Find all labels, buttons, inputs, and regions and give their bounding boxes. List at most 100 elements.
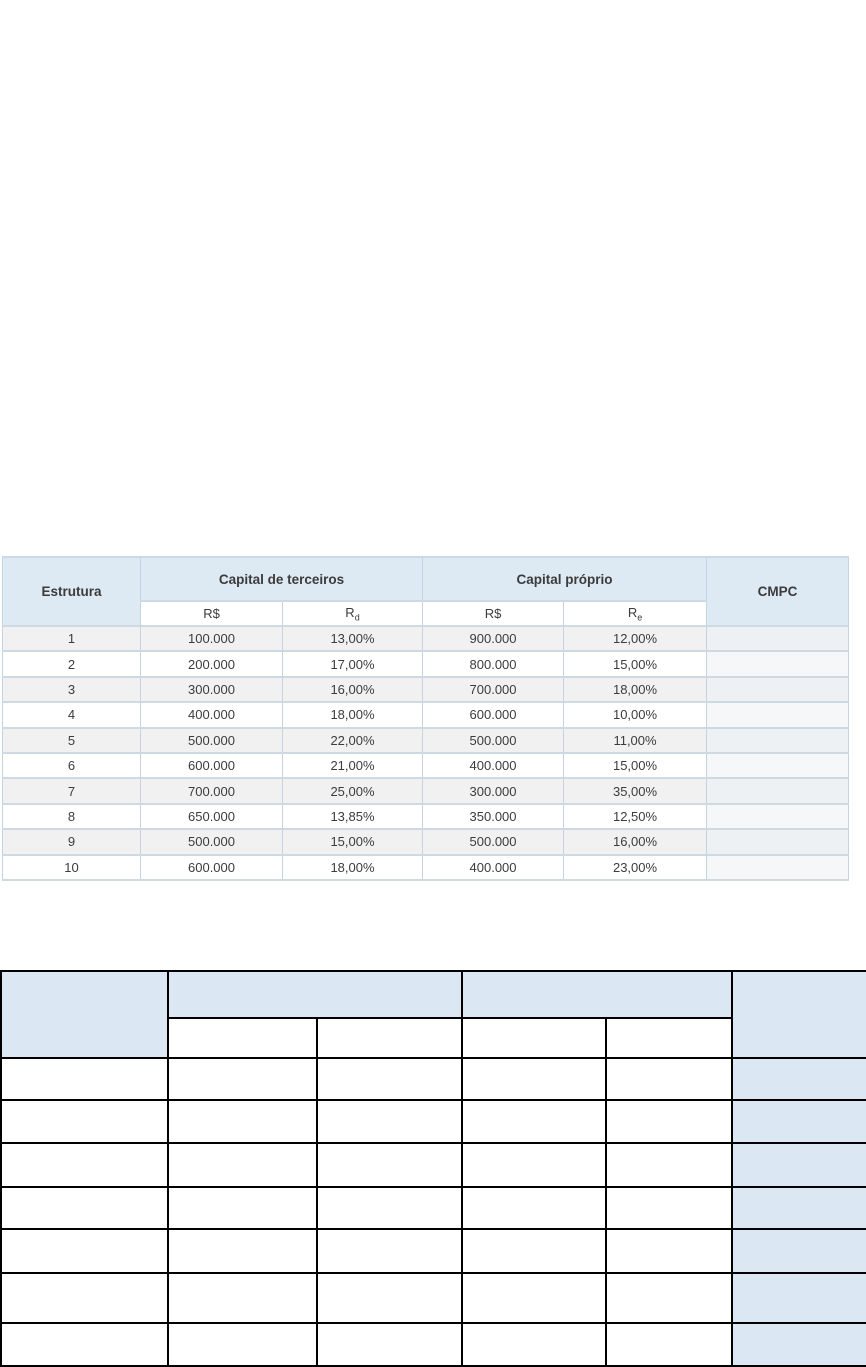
rd-subscript: d	[354, 612, 360, 623]
cmpc-cell[interactable]	[706, 751, 850, 780]
estrutura-cell: 9	[2, 828, 141, 856]
rd-cell: 25,00%	[281, 777, 424, 805]
cp-rs-cell: 500.000	[422, 828, 565, 856]
empty-cell[interactable]	[167, 1057, 318, 1101]
cmpc-cell[interactable]	[706, 853, 850, 881]
empty-cell[interactable]	[0, 1322, 169, 1367]
cp-rs-cell: 700.000	[422, 675, 565, 704]
empty-header-capital-terceiros[interactable]	[167, 970, 463, 1019]
empty-cell[interactable]	[167, 1142, 318, 1188]
empty-subheader-cell[interactable]	[605, 1017, 733, 1059]
estrutura-cell: 1	[2, 624, 141, 653]
empty-cell[interactable]	[316, 1057, 463, 1101]
empty-cell[interactable]	[316, 1099, 463, 1144]
ct-rs-cell: 500.000	[140, 828, 283, 856]
re-cell: 12,50%	[563, 802, 708, 831]
ct-rs-cell: 600.000	[140, 853, 283, 881]
subheader-re: Re	[563, 600, 708, 627]
empty-header-estrutura[interactable]	[0, 970, 169, 1059]
subheader-rd: Rd	[281, 600, 424, 627]
empty-cell[interactable]	[605, 1186, 733, 1230]
empty-cell[interactable]	[316, 1272, 463, 1324]
empty-cell[interactable]	[605, 1228, 733, 1274]
empty-cell[interactable]	[316, 1142, 463, 1188]
cmpc-cell[interactable]	[706, 701, 850, 729]
table-row	[0, 1057, 866, 1101]
empty-cell[interactable]	[0, 1186, 169, 1230]
empty-cell[interactable]	[167, 1322, 318, 1367]
empty-subheader-cell[interactable]	[167, 1017, 318, 1059]
estrutura-cell: 2	[2, 650, 141, 678]
empty-cell[interactable]	[167, 1186, 318, 1230]
ct-rs-cell: 600.000	[140, 751, 283, 780]
cmpc-cell[interactable]	[706, 624, 850, 653]
empty-cell[interactable]	[461, 1057, 607, 1101]
empty-cell[interactable]	[461, 1322, 607, 1367]
rd-cell: 16,00%	[281, 675, 424, 704]
ct-rs-cell: 500.000	[140, 726, 283, 754]
empty-cmpc-cell[interactable]	[731, 1099, 866, 1144]
empty-answer-table	[0, 970, 866, 1367]
empty-cmpc-cell[interactable]	[731, 1322, 866, 1367]
empty-subheader-cell[interactable]	[461, 1017, 607, 1059]
re-cell: 18,00%	[563, 675, 708, 704]
cmpc-cell[interactable]	[706, 650, 850, 678]
re-cell: 12,00%	[563, 624, 708, 653]
empty-cell[interactable]	[605, 1272, 733, 1324]
ct-rs-cell: 650.000	[140, 802, 283, 831]
estrutura-cell: 3	[2, 675, 141, 704]
empty-cell[interactable]	[461, 1142, 607, 1188]
empty-cell[interactable]	[316, 1186, 463, 1230]
cmpc-cell[interactable]	[706, 675, 850, 704]
rd-base: R	[345, 604, 355, 620]
empty-cell[interactable]	[0, 1142, 169, 1188]
table1-header-row-2: R$ Rd R$ Re	[3, 600, 849, 627]
empty-cmpc-cell[interactable]	[731, 1142, 866, 1188]
empty-cell[interactable]	[167, 1228, 318, 1274]
subheader-rs-terceiros: R$	[140, 600, 283, 627]
empty-cell[interactable]	[461, 1186, 607, 1230]
table2-header-row-1	[0, 970, 866, 1059]
empty-cell[interactable]	[461, 1272, 607, 1324]
empty-cell[interactable]	[316, 1322, 463, 1367]
re-base: R	[627, 604, 638, 620]
empty-cell[interactable]	[167, 1099, 318, 1144]
empty-cmpc-cell[interactable]	[731, 1057, 866, 1101]
empty-cell[interactable]	[0, 1228, 169, 1274]
cp-rs-cell: 400.000	[422, 751, 565, 780]
empty-cell[interactable]	[0, 1099, 169, 1144]
empty-cell[interactable]	[461, 1099, 607, 1144]
capital-structure-table: Estrutura Capital de terceiros Capital p…	[2, 556, 850, 881]
empty-cell[interactable]	[316, 1228, 463, 1274]
empty-cell[interactable]	[167, 1272, 318, 1324]
cmpc-cell[interactable]	[706, 726, 850, 754]
cmpc-cell[interactable]	[706, 777, 850, 805]
empty-cell[interactable]	[0, 1272, 169, 1324]
empty-cell[interactable]	[605, 1057, 733, 1101]
empty-cell[interactable]	[605, 1322, 733, 1367]
empty-header-capital-proprio[interactable]	[461, 970, 733, 1019]
ct-rs-cell: 400.000	[140, 701, 283, 729]
header-capital-terceiros: Capital de terceiros	[139, 556, 424, 602]
estrutura-cell: 5	[2, 726, 141, 754]
empty-cell[interactable]	[461, 1228, 607, 1274]
empty-cell[interactable]	[605, 1142, 733, 1188]
cmpc-cell[interactable]	[706, 828, 850, 856]
re-cell: 10,00%	[563, 701, 708, 729]
empty-header-cmpc[interactable]	[731, 970, 866, 1059]
rd-cell: 13,85%	[281, 802, 424, 831]
empty-cmpc-cell[interactable]	[731, 1228, 866, 1274]
re-cell: 35,00%	[563, 777, 708, 805]
cp-rs-cell: 500.000	[422, 726, 565, 754]
ct-rs-cell: 200.000	[140, 650, 283, 678]
empty-cmpc-cell[interactable]	[731, 1272, 866, 1324]
re-cell: 16,00%	[563, 828, 708, 856]
cmpc-cell[interactable]	[706, 802, 850, 831]
empty-cmpc-cell[interactable]	[731, 1186, 866, 1230]
rd-cell: 22,00%	[281, 726, 424, 754]
empty-subheader-cell[interactable]	[316, 1017, 463, 1059]
rd-cell: 21,00%	[281, 751, 424, 780]
empty-cell[interactable]	[605, 1099, 733, 1144]
table1-header-row-1: Estrutura Capital de terceiros Capital p…	[2, 556, 850, 627]
empty-cell[interactable]	[0, 1057, 169, 1101]
